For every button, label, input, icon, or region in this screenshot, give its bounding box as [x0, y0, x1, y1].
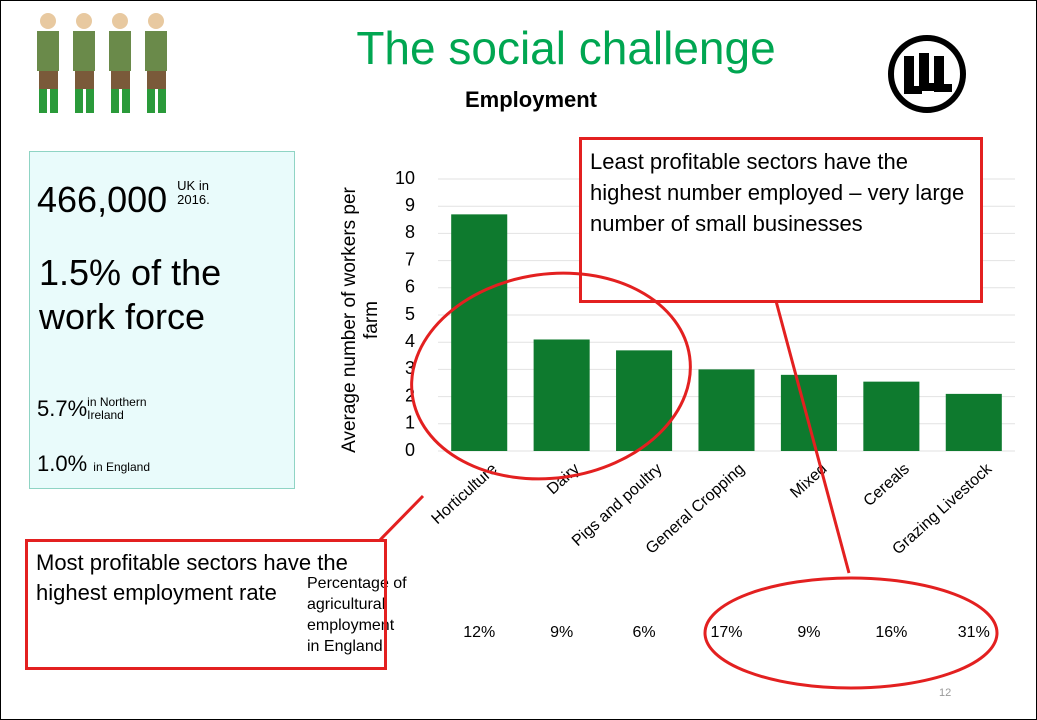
fact-share: 1.5% of the work force [39, 251, 279, 339]
fact-england: 1.0% in England [37, 451, 150, 477]
y-tick-label: 2 [405, 385, 415, 405]
total-value: 466,000 [37, 179, 167, 220]
boots-icon [891, 38, 963, 110]
y-tick-label: 3 [405, 358, 415, 378]
x-tick-label: Cereals [861, 460, 913, 510]
ni-note: in Northern Ireland [87, 396, 167, 422]
slide: 012345678910HorticultureDairyPigs and po… [0, 0, 1037, 720]
england-note: in England [93, 460, 150, 474]
bar [698, 369, 754, 451]
x-tick-label: Horticulture [429, 460, 501, 527]
table-cell: 9% [522, 624, 602, 642]
fact-ni: 5.7%in Northern Ireland [37, 396, 167, 422]
callout-top: Least profitable sectors have the highes… [579, 137, 983, 303]
callout-bottom: Most profitable sectors have the highest… [25, 539, 387, 670]
slide-subtitle: Employment [431, 87, 631, 113]
fact-total: 466,000 UK in 2016. [37, 179, 221, 221]
page-number: 12 [939, 687, 951, 699]
y-tick-label: 0 [405, 440, 415, 460]
y-tick-label: 8 [405, 222, 415, 242]
slide-title: The social challenge [231, 21, 901, 75]
table-cell: 6% [604, 624, 684, 642]
y-tick-label: 4 [405, 331, 415, 351]
ni-value: 5.7% [37, 396, 87, 421]
england-value: 1.0% [37, 451, 87, 476]
y-tick-label: 9 [405, 195, 415, 215]
table-cell: 17% [687, 624, 767, 642]
y-tick-label: 7 [405, 249, 415, 269]
y-tick-label: 6 [405, 277, 415, 297]
table-cell: 9% [769, 624, 849, 642]
table-cell: 16% [851, 624, 931, 642]
bar [616, 350, 672, 451]
bar [863, 382, 919, 451]
total-note: UK in 2016. [177, 179, 221, 207]
x-tick-label: Mixed [787, 460, 830, 501]
bar [451, 214, 507, 451]
y-tick-label: 10 [395, 168, 415, 188]
x-tick-label: Dairy [544, 460, 583, 498]
y-axis-label: Average number of workers per farm [339, 170, 383, 470]
table-cell: 12% [439, 624, 519, 642]
bar [781, 375, 837, 451]
bar [946, 394, 1002, 451]
y-tick-label: 1 [405, 413, 415, 433]
table-cell: 31% [934, 624, 1014, 642]
farmer-icons [37, 13, 167, 113]
y-tick-label: 5 [405, 304, 415, 324]
bar [534, 339, 590, 451]
